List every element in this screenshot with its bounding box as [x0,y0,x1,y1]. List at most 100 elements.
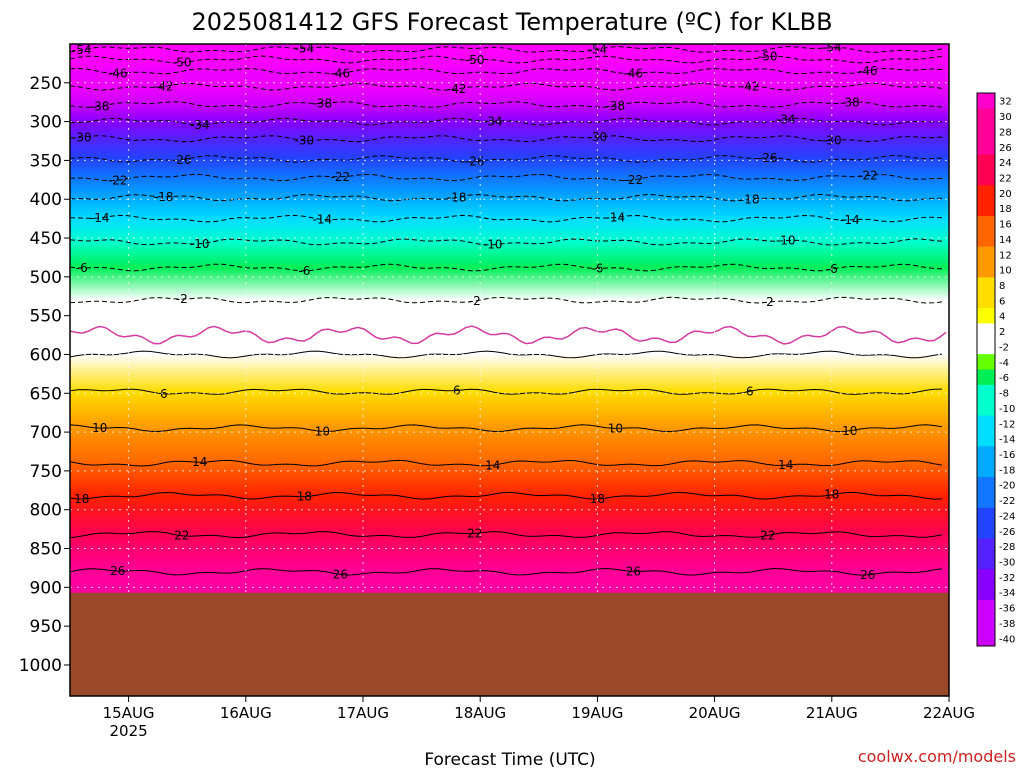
isotherm-label: -46 [331,66,351,80]
isotherm-label: -22 [108,173,128,187]
isotherm-label: -22 [858,169,878,183]
colorbar-label: -26 [999,527,1015,538]
colorbar-swatch [977,369,995,386]
colorbar-label: 30 [999,112,1012,123]
colorbar-swatch [977,584,995,601]
isotherm-label: -18 [447,191,467,205]
colorbar-label: -32 [999,573,1015,584]
y-tick-label: 350 [30,151,62,171]
colorbar-label: -22 [999,496,1015,507]
isotherm-label: 10 [842,424,857,438]
colorbar-label: 26 [999,143,1012,154]
isotherm-label: -38 [840,96,860,110]
colorbar-swatch [977,630,995,647]
colorbar-label: 4 [999,312,1005,323]
colorbar-label: 16 [999,220,1012,231]
isotherm-label: -50 [758,50,778,64]
isotherm-label: -46 [624,67,644,81]
colorbar-swatch [977,308,995,324]
colorbar-swatch [977,262,995,278]
isotherm-label: -34 [190,118,210,132]
isotherm-line [70,173,943,182]
isotherm-line [70,82,943,91]
isotherm-label: 26 [860,568,875,582]
colorbar-label: -8 [999,389,1009,400]
colorbar-label: 32 [999,97,1012,108]
isotherm-label: -46 [108,66,128,80]
colorbar-swatch [977,430,995,447]
colorbar-swatch [977,461,995,478]
isotherm-label: -50 [172,56,192,70]
colorbar-swatch [977,446,995,463]
isotherm-line [70,567,943,576]
isotherm-line [70,459,943,467]
colorbar-label: -14 [999,435,1015,446]
colorbar-label: 22 [999,174,1012,185]
colorbar-label: -40 [999,634,1015,645]
isotherm-label: 10 [608,421,623,435]
isotherm-label: 18 [824,488,839,502]
colorbar-label: -12 [999,419,1015,430]
colorbar-swatch [977,384,995,401]
colorbar-label: -34 [999,588,1015,599]
x-tick-sublabel: 2025 [110,722,148,740]
isotherm-label: -10 [190,237,210,251]
colorbar-swatch [977,507,995,524]
colorbar-swatch [977,93,995,109]
y-tick-label: 550 [30,307,62,327]
isotherm-label: 18 [297,490,312,504]
isotherm-line [70,214,943,223]
ground-mask [70,592,949,696]
x-tick-label: 21AUG [806,704,858,722]
isotherm-label: -22 [331,170,351,184]
isotherm-label: -2 [469,294,481,308]
y-axis-ticks: 250 300 350 400 450 500 550 600 650 700 750 800 850 9… [19,74,70,676]
y-tick-label: 600 [30,345,62,365]
y-tick-label: 300 [30,113,62,133]
isotherm-label: -14 [313,212,333,226]
colorbar-label: -24 [999,511,1015,522]
colorbar-label: -38 [999,619,1015,630]
y-tick-label: 650 [30,384,62,404]
colorbar-swatch [977,139,995,155]
isotherm-line [70,117,943,126]
isotherm-label: -54 [72,43,92,57]
colorbar-label: -6 [999,373,1009,384]
isotherm-line [70,193,943,202]
plot-area: -54 -54 -54 -54 -50 -50 -50 -46 -46 -46 -46 -42 -42 -… [70,41,949,696]
isotherm-label: -14 [90,211,110,225]
colorbar-label: 10 [999,266,1012,277]
isotherm-label: -54 [295,41,315,55]
colorbar-label: 18 [999,204,1012,215]
isotherm-label: -22 [624,173,644,187]
isotherm-label: -26 [758,151,778,165]
colorbar-swatch [977,323,995,340]
isotherm-label: -42 [740,80,760,94]
isotherm-label: -10 [483,238,503,252]
isotherm-label: -10 [776,234,796,248]
isotherm-label: -46 [858,64,878,78]
colorbar-frame [976,92,996,647]
isotherm-label: 26 [333,568,348,582]
x-tick-label: 18AUG [454,704,506,722]
colorbar-swatch [977,108,995,125]
x-tick-label: 19AUG [571,704,623,722]
y-tick-label: 850 [30,540,62,560]
colorbar-label: 12 [999,250,1012,261]
isotherm-line [70,263,943,272]
isotherm-line [70,350,943,359]
colorbar-swatch [977,538,995,555]
isotherm-label: -30 [822,133,842,147]
colorbar-swatch [977,553,995,570]
colorbar-swatch [977,599,995,616]
colorbar-swatch [977,400,995,417]
plot-frame [69,43,950,697]
isotherm-label: -30 [295,133,315,147]
isotherm-label: -34 [776,112,796,126]
isotherm-label: 26 [110,564,125,578]
colorbar-label: -2 [999,343,1009,354]
y-tick-label: 400 [30,190,62,210]
colorbar-label: 14 [999,235,1012,246]
isotherm-label: -6 [298,264,310,278]
